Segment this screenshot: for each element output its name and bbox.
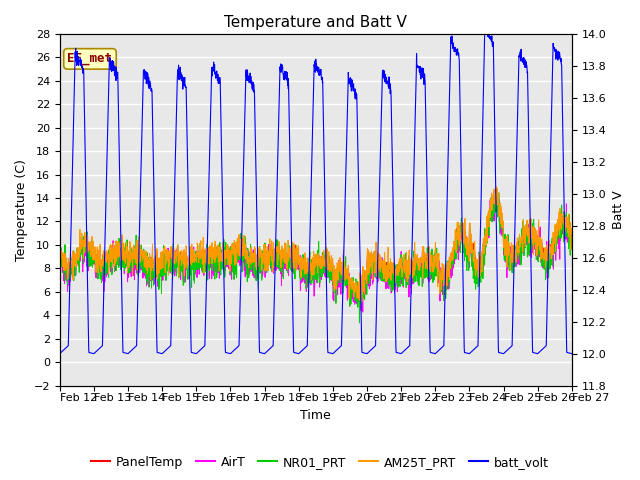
AM25T_PRT [198,258,206,264]
batt_volt [341,194,349,200]
PanelTemp [356,295,364,300]
AirT [341,276,349,282]
AirT [465,258,472,264]
AM25T_PRT [523,222,531,228]
PanelTemp [56,255,63,261]
NR01_PRT [491,188,499,194]
PanelTemp [465,243,472,249]
Line: AM25T_PRT: AM25T_PRT [60,186,572,301]
NR01_PRT [198,255,206,261]
PanelTemp [341,272,349,277]
batt_volt [523,62,531,68]
NR01_PRT [537,257,545,263]
AM25T_PRT [330,263,338,268]
batt_volt [537,348,545,354]
NR01_PRT [341,283,349,289]
PanelTemp [490,188,498,194]
AirT [56,259,63,265]
PanelTemp [523,224,531,230]
AM25T_PRT [56,258,63,264]
AirT [492,192,500,198]
PanelTemp [568,238,575,244]
batt_volt [481,31,489,37]
PanelTemp [198,256,206,262]
Line: batt_volt: batt_volt [60,34,572,354]
AirT [537,260,545,265]
batt_volt [198,345,206,351]
NR01_PRT [56,250,63,255]
Y-axis label: Temperature (C): Temperature (C) [15,159,28,261]
batt_volt [568,351,575,357]
Text: EE_met: EE_met [67,52,113,65]
AM25T_PRT [492,183,500,189]
AirT [568,232,575,238]
AM25T_PRT [568,226,575,231]
AirT [523,239,531,245]
AirT [330,265,338,271]
PanelTemp [537,251,545,256]
Line: AirT: AirT [60,195,572,312]
AM25T_PRT [341,277,349,283]
batt_volt [56,351,63,357]
NR01_PRT [568,245,575,251]
NR01_PRT [465,257,472,263]
NR01_PRT [330,277,338,283]
AM25T_PRT [465,244,472,250]
AM25T_PRT [537,250,545,255]
Line: NR01_PRT: NR01_PRT [60,191,572,323]
NR01_PRT [523,222,531,228]
AM25T_PRT [358,299,365,304]
Line: PanelTemp: PanelTemp [60,191,572,298]
NR01_PRT [356,320,364,326]
batt_volt [464,350,472,356]
Legend: PanelTemp, AirT, NR01_PRT, AM25T_PRT, batt_volt: PanelTemp, AirT, NR01_PRT, AM25T_PRT, ba… [86,451,554,474]
Title: Temperature and Batt V: Temperature and Batt V [225,15,407,30]
Y-axis label: Batt V: Batt V [612,191,625,229]
PanelTemp [330,272,338,277]
AirT [198,262,206,267]
batt_volt [330,349,338,355]
X-axis label: Time: Time [300,409,331,422]
AirT [359,309,367,315]
